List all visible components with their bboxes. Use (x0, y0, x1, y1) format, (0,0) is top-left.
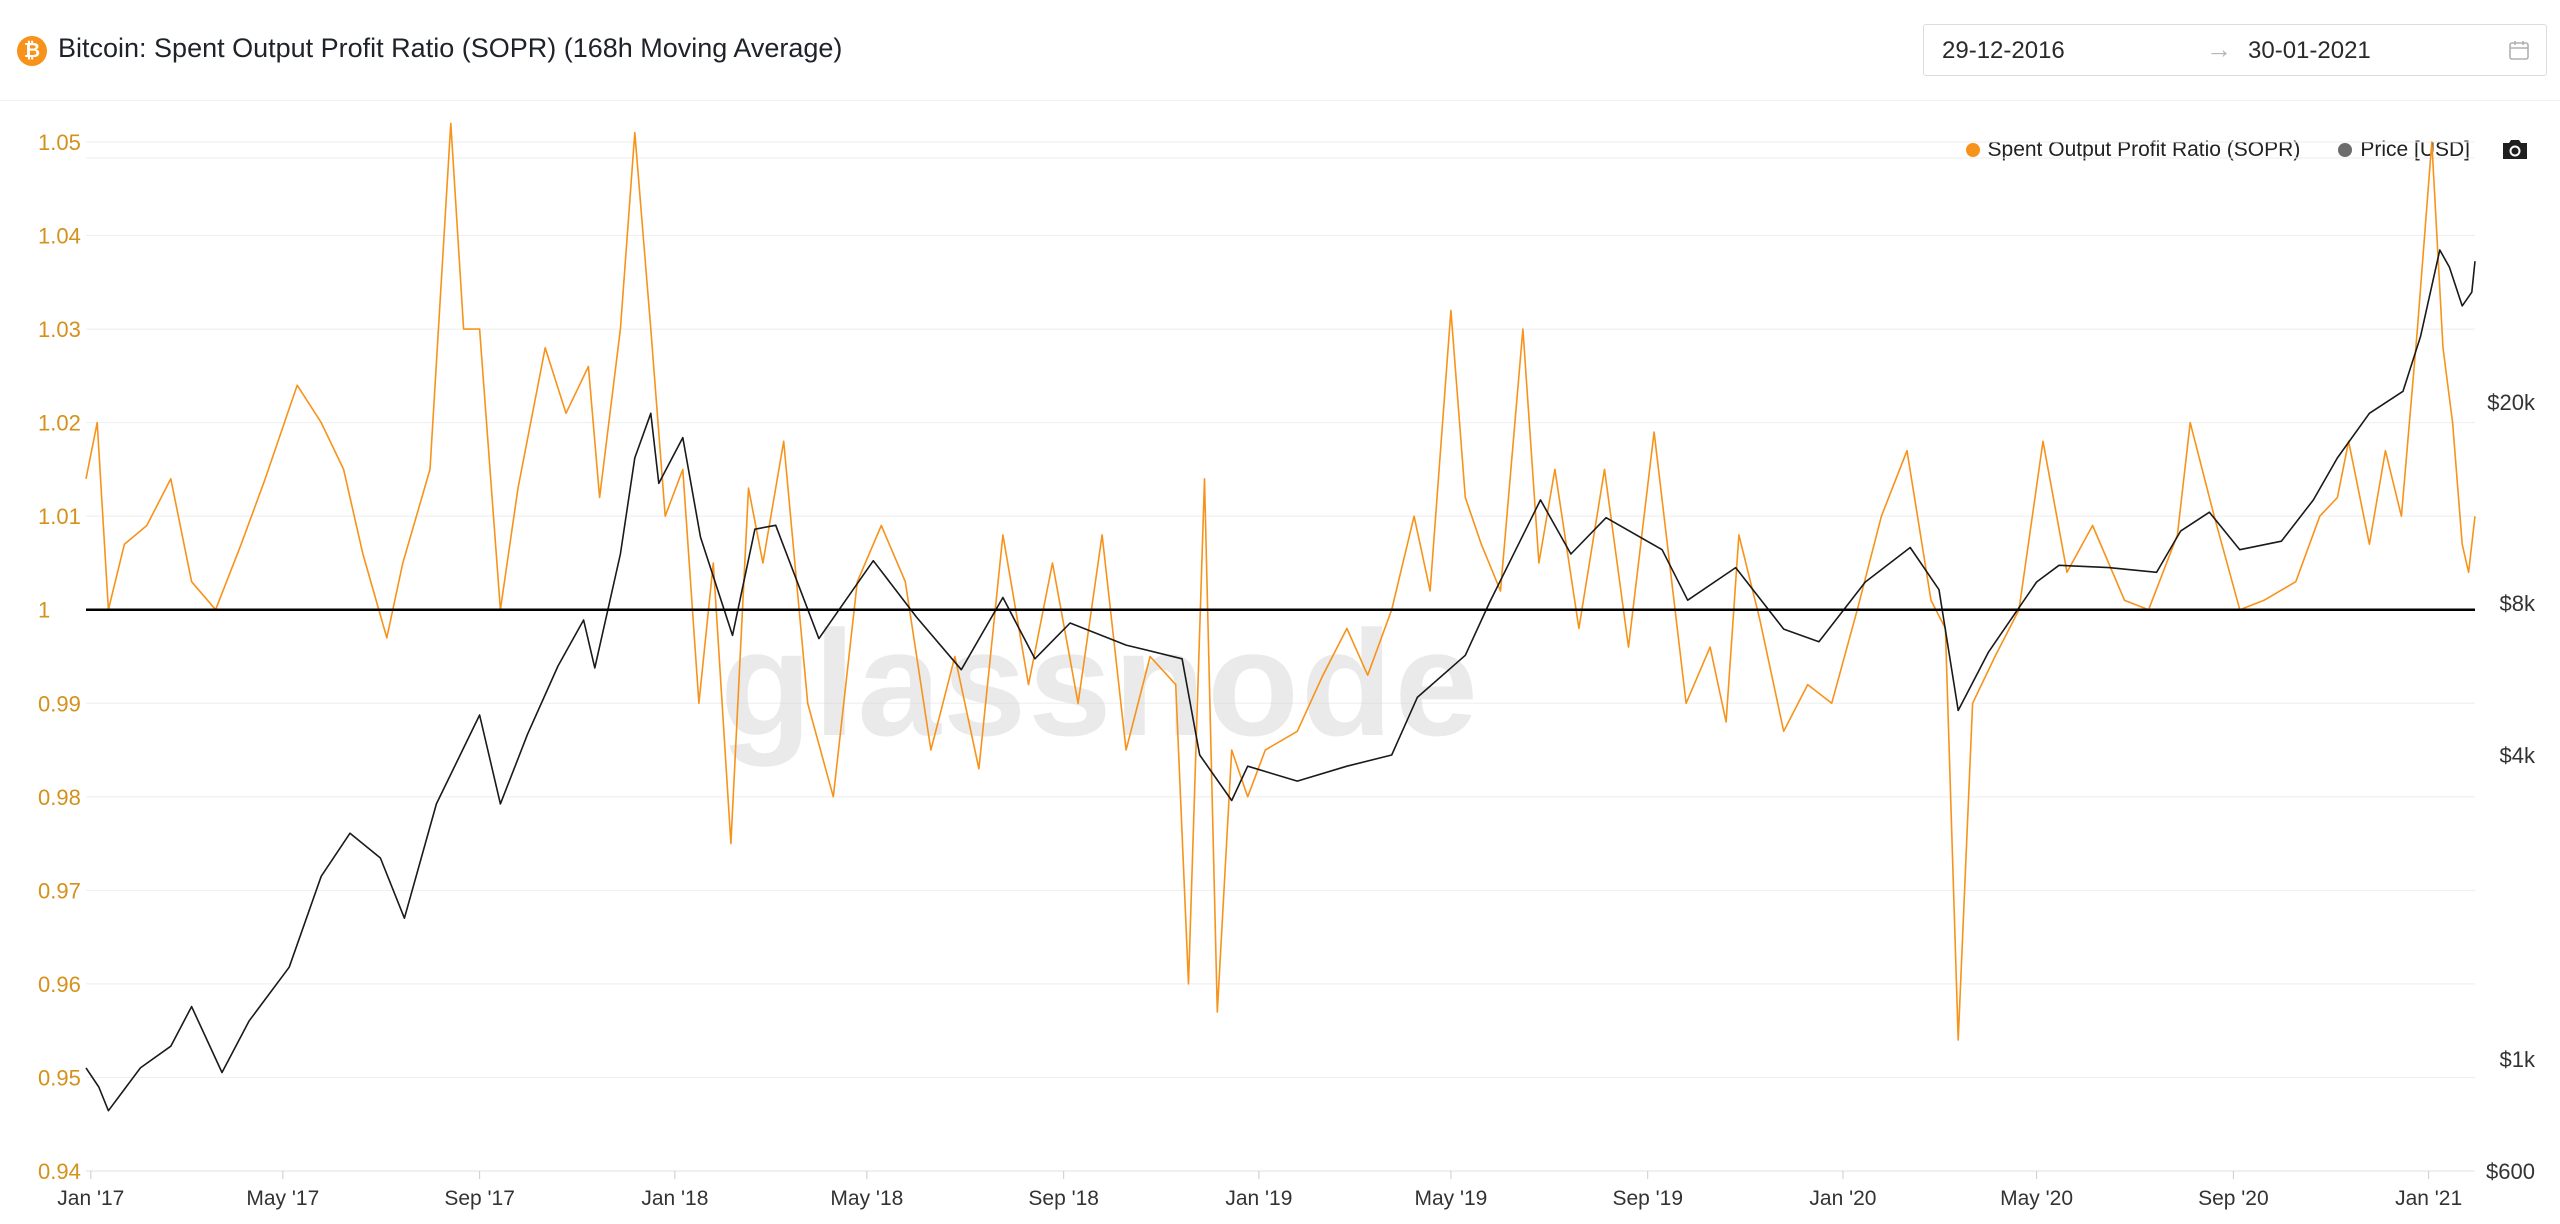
series-line-price (85, 249, 2476, 1112)
y-tick-label-right: $8k (2500, 591, 2536, 616)
date-end-input[interactable]: 30-01-2021 (2248, 37, 2371, 64)
date-start-input[interactable]: 29-12-2016 (1942, 37, 2065, 64)
x-tick-label: May '17 (246, 1187, 319, 1210)
date-range-picker[interactable]: 29-12-2016 → 30-01-2021 (1923, 24, 2547, 76)
legend-dot-price (2338, 143, 2353, 157)
legend-item-sopr[interactable]: Spent Output Profit Ratio (SOPR) (1965, 138, 2301, 162)
y-tick-label-left: 1.02 (38, 411, 81, 436)
y-tick-label-left: 0.94 (38, 1159, 81, 1184)
bitcoin-icon: ₿ (17, 36, 47, 66)
y-tick-label-left: 0.96 (38, 972, 81, 997)
x-tick-label: Jan '20 (1809, 1187, 1876, 1210)
y-tick-label-left: 1 (38, 598, 50, 623)
x-tick-label: May '18 (830, 1187, 903, 1210)
y-axis-right: $20k $8k $4k $1k $600 (2486, 390, 2536, 1184)
y-tick-label-right: $1k (2500, 1047, 2536, 1072)
date-arrow-icon: → (2206, 34, 2232, 64)
x-tick-label: May '19 (1414, 1187, 1487, 1210)
x-tick-label: Jan '17 (57, 1187, 124, 1210)
y-tick-label-left: 1.04 (38, 224, 81, 249)
chart-title: Bitcoin: Spent Output Profit Ratio (SOPR… (58, 33, 843, 63)
watermark: glassnode (720, 599, 1480, 767)
y-tick-label-right: $600 (2486, 1159, 2535, 1184)
y-tick-label-left: 1.05 (38, 130, 81, 155)
y-tick-label-left: 0.98 (38, 785, 81, 810)
y-axis-left: 1.05 1.04 1.03 1.02 1.01 1 0.99 0.98 0.97 0.96 0.9… (38, 130, 81, 1184)
x-axis: Jan '17 May '17 Sep '17 Jan '18 May '18 Sep '… (57, 1171, 2462, 1210)
legend-label-sopr: Spent Output Profit Ratio (SOPR) (1987, 138, 2301, 161)
y-tick-label-left: 1.01 (38, 504, 81, 529)
legend-dot-sopr (1965, 143, 1980, 157)
x-tick-label: Jan '21 (2395, 1187, 2462, 1210)
y-tick-label-left: 0.95 (38, 1065, 81, 1090)
calendar-icon[interactable] (2508, 39, 2530, 61)
x-tick-label: Sep '18 (1028, 1187, 1099, 1210)
y-tick-label-left: 0.99 (38, 691, 81, 716)
y-tick-label-left: 1.03 (38, 317, 81, 342)
x-tick-label: Sep '20 (2198, 1187, 2269, 1210)
chart-legend: Spent Output Profit Ratio (SOPR) Price [… (1965, 138, 2470, 162)
x-tick-label: May '20 (2000, 1187, 2073, 1210)
x-tick-label: Sep '19 (1612, 1187, 1683, 1210)
y-tick-label-right: $4k (2500, 743, 2536, 768)
legend-item-price[interactable]: Price [USD] (2338, 138, 2470, 162)
camera-icon[interactable] (2500, 136, 2530, 162)
series-line-sopr (85, 122, 2476, 1041)
x-tick-label: Jan '19 (1225, 1187, 1292, 1210)
grid-lines (86, 141, 2475, 1172)
x-tick-label: Jan '18 (641, 1187, 708, 1210)
chart-header: ₿ Bitcoin: Spent Output Profit Ratio (SO… (0, 0, 2560, 101)
legend-label-price: Price [USD] (2360, 138, 2470, 161)
x-tick-label: Sep '17 (444, 1187, 515, 1210)
y-tick-label-left: 0.97 (38, 878, 81, 903)
y-tick-label-right: $20k (2487, 390, 2536, 415)
